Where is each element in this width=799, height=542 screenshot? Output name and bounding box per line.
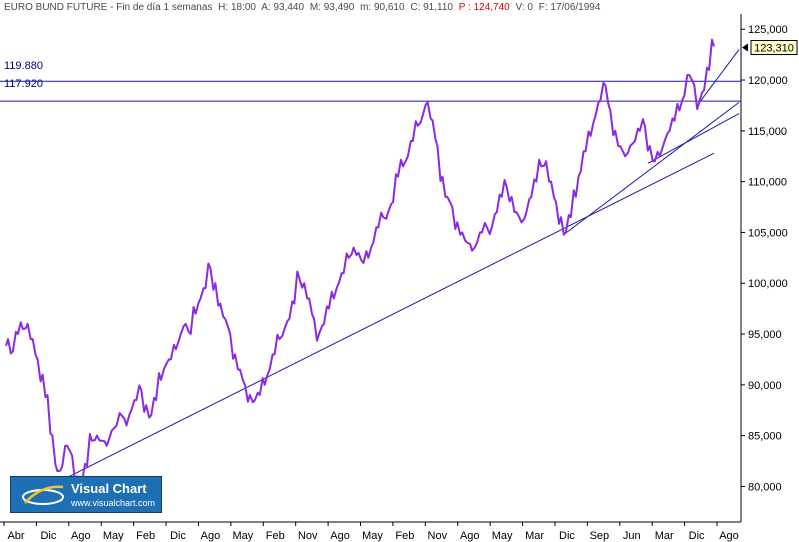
x-tick-label: Nov <box>298 530 318 542</box>
x-tick-label: Ago <box>330 530 350 542</box>
trend-line-short <box>647 113 740 164</box>
header-value-low: m: 90,610 <box>360 2 405 13</box>
x-tick-label: Feb <box>395 530 414 542</box>
x-tick-label: Mar <box>525 530 544 542</box>
x-tick-label: Dic <box>170 530 186 542</box>
x-tick-label: Dic <box>689 530 705 542</box>
header-value-price: P : 124,740 <box>458 2 510 13</box>
header-value-volume: V: 0 <box>515 2 533 13</box>
y-tick-label: 105,000 <box>748 227 788 239</box>
header-value-open: A: 93,440 <box>261 2 305 13</box>
x-tick-label: Ago <box>460 530 480 542</box>
x-tick-label: May <box>492 530 513 542</box>
y-tick-label: 95,000 <box>748 329 782 341</box>
last-value-pointer-icon <box>742 43 748 52</box>
logo-swoosh-icon <box>22 485 64 505</box>
x-tick-label: Mar <box>655 530 674 542</box>
x-tick-label: May <box>103 530 124 542</box>
y-tick-label: 85,000 <box>748 431 782 443</box>
x-tick-label: Feb <box>136 530 155 542</box>
header-value-date: F: 17/06/1994 <box>538 2 601 13</box>
header-value-time: H: 18:00 <box>218 2 256 13</box>
x-tick-label: Feb <box>266 530 285 542</box>
trend-line-mid <box>563 101 740 235</box>
x-tick-label: Ago <box>719 530 739 542</box>
x-tick-label: May <box>232 530 253 542</box>
chart-title: EURO BUND FUTURE - Fin de día 1 semanas <box>4 2 213 13</box>
x-tick-label: Dic <box>559 530 575 542</box>
x-tick-label: Jun <box>623 530 641 542</box>
x-tick-label: May <box>362 530 383 542</box>
logo-title: Visual Chart <box>71 481 147 496</box>
y-tick-label: 90,000 <box>748 380 782 392</box>
x-tick-label: Ago <box>201 530 221 542</box>
trend-line-steep <box>696 49 740 106</box>
price-series-line <box>5 38 715 485</box>
y-tick-label: 110,000 <box>748 177 787 189</box>
chart-header: EURO BUND FUTURE - Fin de día 1 semanas … <box>4 2 603 13</box>
x-tick-label: Sep <box>590 530 610 542</box>
header-value-high: M: 93,490 <box>309 2 355 13</box>
y-tick-label: 120,000 <box>748 75 788 87</box>
logo-url: www.visualchart.com <box>71 498 156 508</box>
last-value-label: 123,310 <box>754 43 794 55</box>
x-tick-label: Abr <box>7 530 24 542</box>
y-tick-label: 100,000 <box>748 278 788 290</box>
x-tick-label: Nov <box>428 530 448 542</box>
x-tick-label: Ago <box>71 530 91 542</box>
last-value-tag <box>750 40 798 56</box>
header-value-close: C: 91,110 <box>410 2 453 13</box>
y-tick-label: 115,000 <box>748 126 787 138</box>
visual-chart-logo: Visual Chart www.visualchart.com <box>10 476 162 513</box>
trend-line-long <box>55 152 715 484</box>
x-tick-label: Dic <box>40 530 56 542</box>
y-tick-label: 80,000 <box>748 481 782 493</box>
y-tick-label: 125,000 <box>748 24 788 36</box>
level-label-119880: 119.880 <box>4 60 43 72</box>
